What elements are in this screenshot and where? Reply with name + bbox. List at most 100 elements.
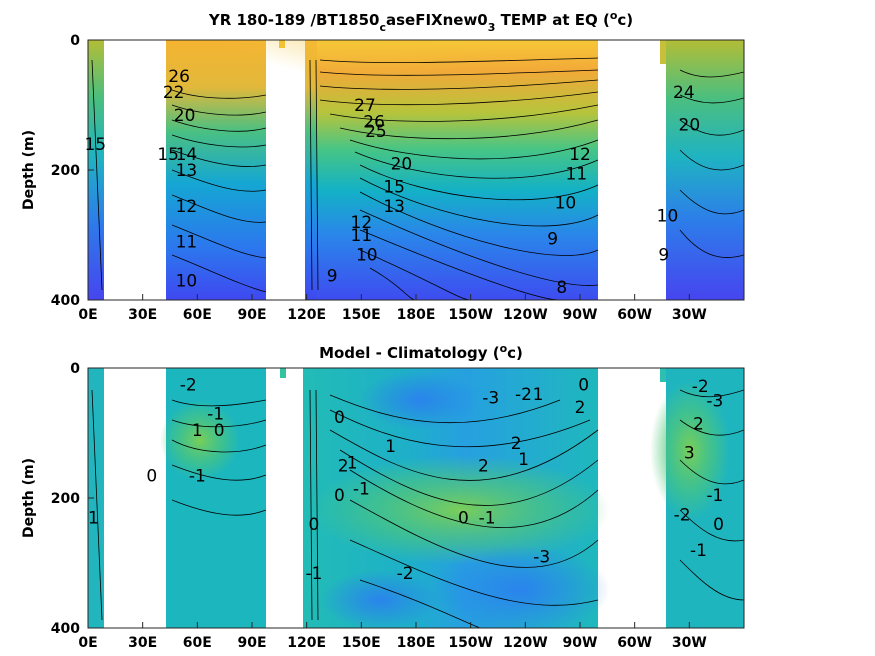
contour-label: -2 [397,564,414,584]
panel1-title: YR 180-189 /BT1850caseFIXnew03 TEMP at E… [208,9,633,34]
y-tick-label: 0 [70,361,80,377]
contour-label: 0 [334,408,345,428]
contour-label: -1 [189,466,206,486]
contour-label: 13 [176,161,198,181]
contour-label: 0 [578,375,589,395]
contour-label: 10 [176,272,198,292]
contour-label: 10 [356,246,378,266]
x-tick-label: 180E [397,307,436,323]
x-tick-label: 30E [128,635,157,651]
contour-label: 9 [658,246,669,266]
contour-label: 15 [383,177,405,197]
x-tick-label: 0E [78,635,97,651]
contour-label: 14 [176,145,198,165]
panel2-ylabel: Depth (m) [21,458,37,538]
contour-label: 1 [347,453,358,473]
y-tick-label: 200 [51,163,80,179]
y-tick-label: 0 [70,33,80,49]
contour-label: -2 [674,505,691,525]
contour-label: 11 [351,226,373,246]
contour-label: 0 [146,466,157,486]
panel-temperature: YR 180-189 /BT1850caseFIXnew03 TEMP at E… [21,9,745,323]
panel1-ylabel: Depth (m) [21,130,37,210]
x-tick-label: 60E [183,635,212,651]
x-tick-label: 60E [183,307,212,323]
x-tick-label: 150E [342,635,381,651]
contour-label: -1 [479,509,496,529]
contour-label: 9 [547,229,558,249]
contour-label: 1 [88,509,99,529]
y-tick-label: 400 [51,293,80,309]
panel1-contour-labels: 2622201514131211101527262520151312111099… [84,67,700,298]
y-tick-label: 200 [51,491,80,507]
contour-label: 24 [673,83,695,103]
contour-label: 20 [391,155,413,175]
contour-label: -1 [207,405,224,425]
x-tick-label: 90E [237,635,266,651]
panel1-contours [91,57,744,300]
contour-label: 10 [657,207,679,227]
contour-label: 1 [385,437,396,457]
x-tick-label: 120E [287,307,326,323]
contour-label: 2 [693,414,704,434]
contour-label: -2 [515,385,532,405]
contour-label: 2 [338,457,349,477]
contour-label: -3 [533,548,550,568]
panel2-field [88,368,744,628]
contour-label: -2 [180,375,197,395]
x-tick-label: 150W [448,307,493,323]
panel2-y-ticks: 0 200 400 [51,361,94,637]
contour-label: 2 [575,398,586,418]
x-tick-label: 120W [503,635,548,651]
x-tick-label: 120E [287,635,326,651]
contour-label: -1 [353,479,370,499]
contour-label: 20 [174,106,196,126]
contour-label: 20 [679,116,701,136]
panel2-title: Model - Climatology (oc) [319,342,523,362]
contour-label: 9 [327,266,338,286]
x-tick-label: 30E [128,307,157,323]
panel1-x-ticks: 0E 30E 60E 90E 120E 150E 180E 150W 120W 90W 60W 30W [78,294,707,323]
x-tick-label: 60W [617,307,652,323]
contour-label: 12 [351,213,373,233]
contour-label: 0 [309,515,320,535]
contour-label: -1 [706,486,723,506]
contour-label: -1 [690,541,707,561]
contour-label: 11 [566,164,588,184]
x-tick-label: 150W [448,635,493,651]
contour-label: 15 [84,135,106,155]
contour-label: 3 [684,444,695,464]
x-tick-label: 90W [563,635,598,651]
contour-label: 2 [478,457,489,477]
x-tick-label: 30W [672,635,707,651]
contour-label: 11 [176,233,198,253]
contour-label: 1 [518,450,529,470]
contour-label: -2 [692,377,709,397]
panel1-y-ticks: 0 200 400 [51,33,94,309]
contour-label: 12 [569,145,591,165]
panel2-x-ticks: 0E 30E 60E 90E 120E 150E 180E 150W 120W 90W 60W 30W [78,622,707,651]
contour-label: 2 [511,434,522,454]
contour-label: 0 [458,509,469,529]
contour-label: -1 [305,564,322,584]
contour-label: 10 [555,194,577,214]
contour-label: 1 [192,421,203,441]
contour-label: 1 [533,385,544,405]
contour-label: 25 [365,122,387,142]
x-tick-label: 60W [617,635,652,651]
x-tick-label: 90W [563,307,598,323]
panel-difference: Model - Climatology (oc) [21,342,745,651]
contour-label: 26 [363,112,385,132]
x-tick-label: 30W [672,307,707,323]
contour-label: 27 [354,96,376,116]
contour-label: 26 [168,67,190,87]
x-tick-label: 90E [237,307,266,323]
contour-label: 22 [163,83,185,103]
x-tick-label: 120W [503,307,548,323]
contour-label: 15 [157,145,179,165]
y-tick-label: 400 [51,621,80,637]
x-tick-label: 150E [342,307,381,323]
contour-label: -3 [482,388,499,408]
